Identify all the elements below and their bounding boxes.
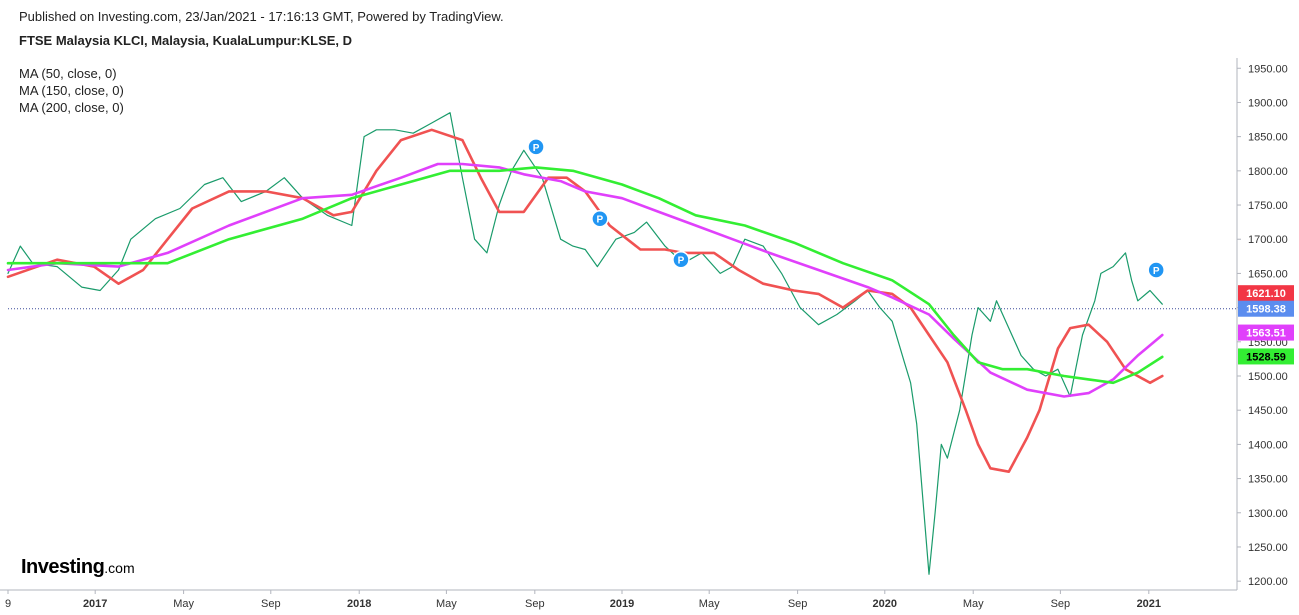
- time-tick-label: 2020: [873, 598, 897, 610]
- price-badge-bg: [1238, 348, 1294, 365]
- published-caption: Published on Investing.com, 23/Jan/2021 …: [19, 9, 504, 24]
- price-tick-label: 1200.00: [1248, 576, 1288, 588]
- price-badge-label: 1621.10: [1246, 288, 1286, 300]
- price-tick-label: 1750.00: [1248, 200, 1288, 212]
- pivot-marker-circle: [672, 250, 690, 269]
- time-tick-label: 2021: [1137, 598, 1161, 610]
- price-tick-label: 1300.00: [1248, 508, 1288, 520]
- logo-thin-text: .com: [104, 560, 135, 576]
- pivot-marker[interactable]: P: [591, 209, 609, 228]
- price-tick-label: 1500.00: [1248, 371, 1288, 383]
- time-tick-label: 2018: [347, 598, 371, 610]
- price-badge[interactable]: 1528.59: [1238, 348, 1294, 365]
- price-tick-label: 1950.00: [1248, 63, 1288, 75]
- time-tick-label: Sep: [261, 598, 281, 610]
- pivot-marker[interactable]: P: [1147, 261, 1165, 279]
- moving-average-line-1[interactable]: [6, 128, 1164, 474]
- pivot-marker-circle: [591, 209, 609, 228]
- price-tick-label: 1250.00: [1248, 542, 1288, 554]
- legend-ma-50[interactable]: MA (50, close, 0): [19, 66, 117, 81]
- time-tick-label: 9: [5, 598, 11, 610]
- logo-bold-text: Investing: [21, 556, 105, 578]
- time-tick-label: Sep: [1051, 598, 1071, 610]
- price-badge-label: 1528.59: [1246, 351, 1286, 363]
- pivot-marker-label: P: [678, 256, 685, 267]
- pivot-marker-label: P: [597, 215, 604, 226]
- price-badge[interactable]: 1563.51: [1238, 324, 1294, 341]
- time-tick-label: May: [699, 598, 720, 610]
- time-tick-label: 2017: [83, 598, 107, 610]
- price-tick-label: 1900.00: [1248, 97, 1288, 109]
- legend-ma-150[interactable]: MA (150, close, 0): [19, 83, 124, 98]
- price-badge-bg: [1238, 324, 1294, 341]
- pivot-marker-circle: [527, 138, 545, 156]
- price-badge[interactable]: 1598.38: [1238, 300, 1294, 317]
- pivot-marker-label: P: [533, 143, 540, 154]
- price-badge[interactable]: 1621.10: [1238, 285, 1294, 302]
- pivot-marker[interactable]: P: [527, 138, 545, 156]
- pivot-marker[interactable]: P: [672, 250, 690, 269]
- price-badge-bg: [1238, 285, 1294, 302]
- time-tick-label: May: [436, 598, 457, 610]
- time-tick-label: May: [173, 598, 194, 610]
- investing-logo: Investing.com: [21, 556, 135, 579]
- price-tick-label: 1850.00: [1248, 132, 1288, 144]
- legend-ma-200[interactable]: MA (200, close, 0): [19, 100, 124, 115]
- time-tick-label: Sep: [788, 598, 808, 610]
- price-axis[interactable]: 1950.00 1900.00 1850.00 1800.00 1750.00 1700.…: [1236, 58, 1294, 590]
- price-tick-label: 1650.00: [1248, 268, 1288, 280]
- price-badge-bg: [1238, 300, 1294, 317]
- time-tick-label: 2019: [610, 598, 634, 610]
- pivot-marker-circle: [1147, 261, 1165, 279]
- time-axis[interactable]: 9 2017 May Sep 2018 May Sep 2019 May Sep 2020 May Se…: [0, 589, 1237, 610]
- price-tick-label: 1700.00: [1248, 234, 1288, 246]
- price-badge-label: 1563.51: [1246, 328, 1286, 340]
- plot-area[interactable]: P P P P: [6, 112, 1237, 575]
- price-badge-label: 1598.38: [1246, 304, 1286, 316]
- price-tick-label: 1800.00: [1248, 166, 1288, 178]
- symbol-title: FTSE Malaysia KLCI, Malaysia, KualaLumpu…: [19, 33, 353, 48]
- moving-average-line-2[interactable]: [6, 162, 1164, 398]
- price-tick-label: 1350.00: [1248, 474, 1288, 486]
- moving-average-line-3[interactable]: [6, 166, 1164, 385]
- price-tick-label: 1400.00: [1248, 439, 1288, 451]
- time-tick-label: May: [963, 598, 984, 610]
- price-series-line[interactable]: [7, 112, 1163, 575]
- time-tick-label: Sep: [525, 598, 545, 610]
- price-tick-label: 1450.00: [1248, 405, 1288, 417]
- pivot-marker-label: P: [1153, 266, 1160, 277]
